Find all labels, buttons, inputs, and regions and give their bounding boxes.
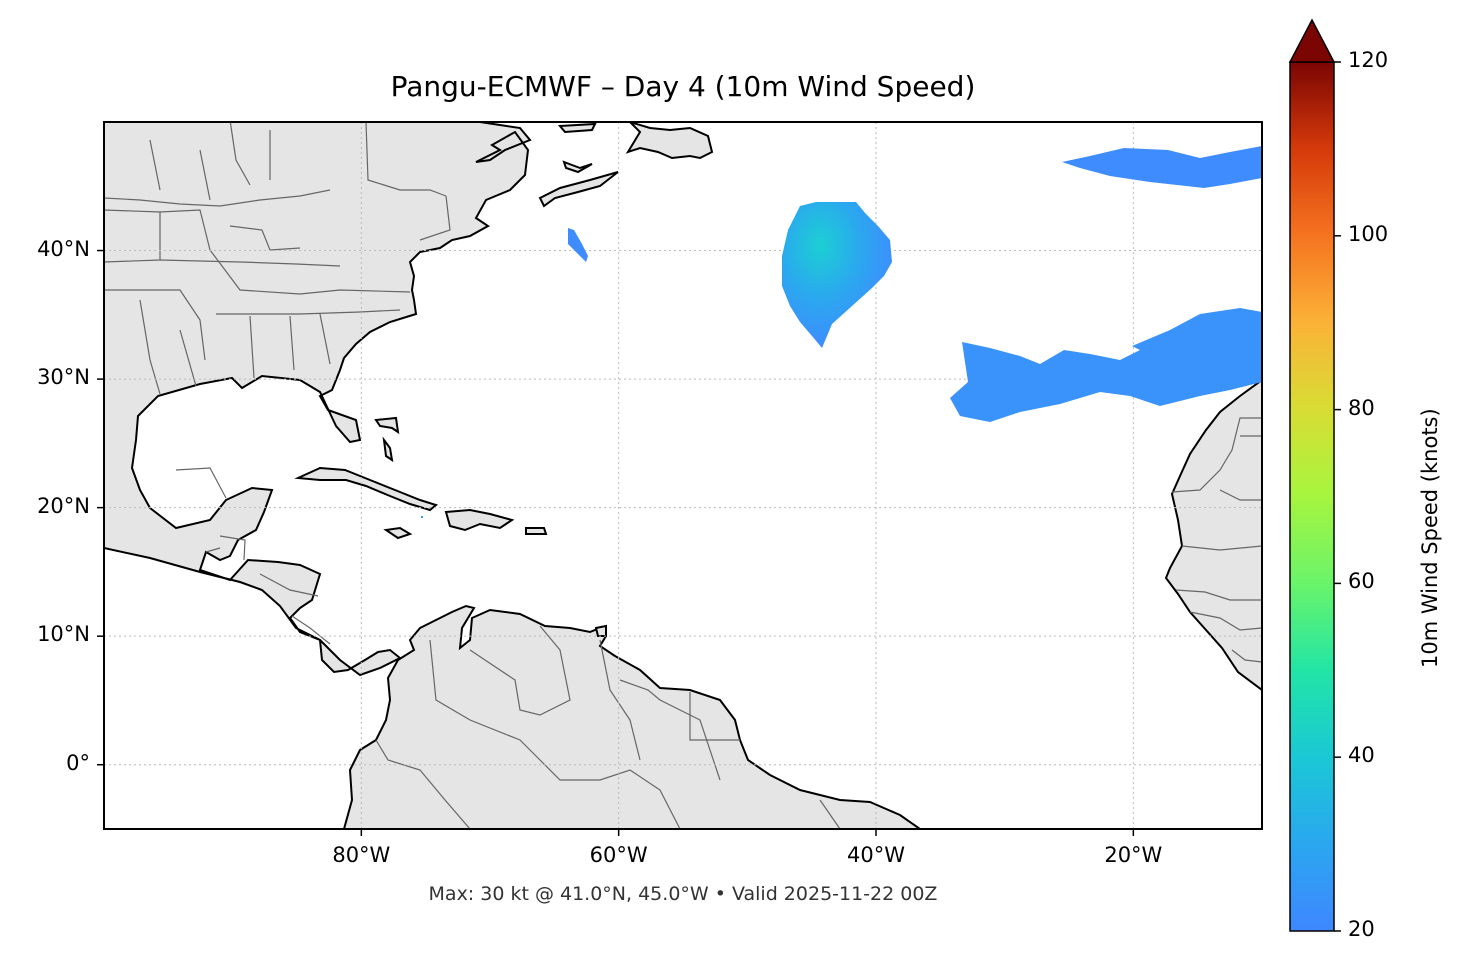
map-footer: Max: 30 kt @ 41.0°N, 45.0°W • Valid 2025… [428,883,938,905]
land-anticosti [557,122,597,134]
lat-tick-label: 30°N [37,365,90,390]
wind-band-northeast [1062,146,1262,188]
lat-tick-label: 40°N [37,236,90,261]
wind-speed-field [421,146,1262,518]
land-trinidad [594,624,607,637]
land-puerto-rico [525,527,548,535]
land-bahamas [374,416,400,463]
lon-tick-label: 40°W [847,843,905,867]
land-jamaica [383,526,413,540]
map-title: Pangu-ECMWF – Day 4 (10m Wind Speed) [390,70,976,103]
colorbar-tick-label: 60 [1348,569,1375,594]
colorbar-tick-label: 100 [1348,221,1389,246]
land-newfoundland [625,122,714,160]
land-africa [1164,378,1262,692]
lat-tick-label: 0° [66,750,90,775]
wind-speck-caribbean [421,516,423,518]
wind-cell-newfoundland [568,228,588,262]
colorbar-label: 10m Wind Speed (knots) [1418,408,1442,668]
lat-tick-label: 20°N [37,493,90,518]
lon-tick-label: 80°W [332,843,391,867]
colorbar [1288,18,1341,932]
colorbar-tick-label: 20 [1348,917,1375,941]
lon-tick-label: 60°W [589,843,648,867]
wind-band-east [950,308,1262,422]
land-cuba [294,466,439,512]
colorbar-tick-label: 120 [1348,48,1389,72]
land-hispaniola [444,508,515,532]
wind-maximum-midatlantic [782,202,892,348]
colorbar-tick-label: 80 [1348,395,1375,420]
political-borders [104,122,1262,829]
colorbar-gradient [1289,61,1335,932]
map-frame [103,121,1263,830]
colorbar-extend-arrow [1288,18,1336,63]
land-north-america [104,122,532,677]
land-nova-scotia [538,171,619,208]
lat-tick-label: 10°N [37,622,90,647]
colorbar-tick-label: 40 [1348,743,1375,768]
land-pei [562,160,593,174]
lon-tick-label: 20°W [1104,843,1163,867]
